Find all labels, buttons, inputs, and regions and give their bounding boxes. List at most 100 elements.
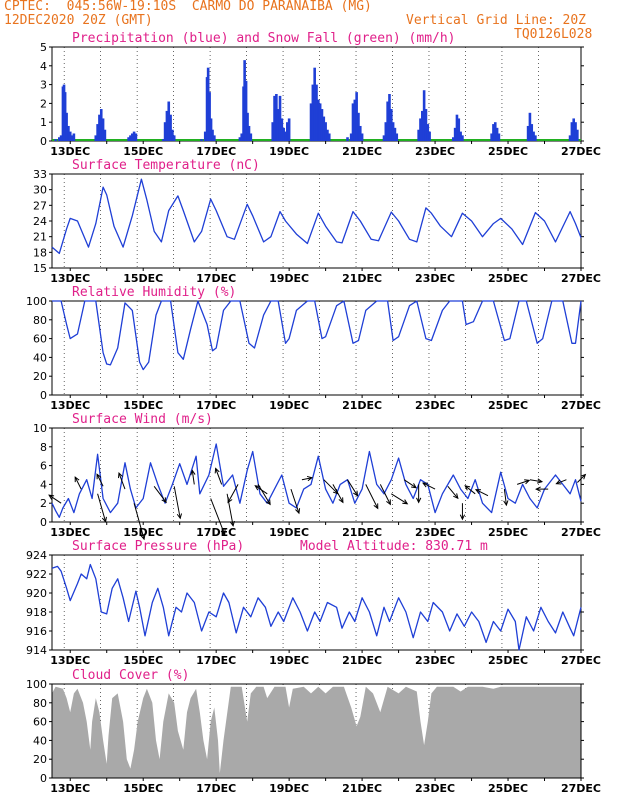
precip-bar [309, 103, 313, 141]
precip-bar [313, 67, 316, 141]
precip-bar [355, 92, 358, 141]
pres-ytick-label: 914 [26, 644, 47, 657]
rh-ytick-label: 40 [33, 351, 47, 364]
temp-ytick-label: 30 [33, 184, 47, 197]
precip-bar [284, 131, 287, 141]
wind-arrow-head [140, 534, 146, 541]
precip-bar [213, 135, 216, 141]
precip-bar [453, 127, 457, 141]
wind-arrow-head [74, 476, 80, 483]
cloud-ytick-label: 80 [33, 697, 47, 710]
rh-ytick-label: 0 [40, 389, 47, 402]
wind-arrow [118, 472, 126, 490]
precip-bar [317, 99, 320, 141]
precip-title: Precipitation (blue) and Snow Fall (gree… [72, 31, 456, 46]
precip-bar [424, 109, 428, 141]
cloud-date-label: 27DEC [561, 782, 601, 795]
precip-bar [246, 112, 249, 141]
precip-bar [532, 131, 535, 141]
rh-date-label: 13DEC [50, 399, 90, 412]
rh-date-label: 27DEC [561, 399, 601, 412]
rh-date-label: 17DEC [196, 399, 236, 412]
rh-date-label: 15DEC [123, 399, 163, 412]
wind-arrow [516, 479, 530, 485]
precip-ytick-label: 5 [40, 41, 47, 54]
cloud-date-label: 19DEC [269, 782, 309, 795]
wind-arrow [323, 479, 339, 495]
precip-bar [353, 99, 357, 141]
wind-arrow [153, 485, 167, 503]
precip-bar [461, 135, 464, 141]
pres-date-label: 19DEC [269, 654, 309, 667]
precip-bar [243, 60, 246, 141]
wind-ytick-label: 4 [40, 478, 47, 491]
precip-bar [311, 84, 315, 141]
pres-ytick-label: 916 [26, 625, 47, 638]
pres-date-label: 17DEC [196, 654, 236, 667]
precip-bar [165, 110, 169, 141]
wind-arrow-head [474, 489, 481, 494]
wind-arrow [173, 486, 181, 519]
wind-title: Surface Wind (m/s) [72, 412, 213, 427]
precip-bar [211, 129, 214, 141]
precip-bar [63, 92, 67, 141]
rh-title: Relative Humidity (%) [72, 285, 236, 300]
precip-date-label: 13DEC [50, 145, 90, 158]
precip-bar [422, 90, 426, 141]
temp-date-label: 23DEC [415, 272, 455, 285]
wind-arrow [475, 489, 489, 497]
precip-bar [327, 133, 331, 141]
precip-ytick-label: 1 [40, 116, 47, 129]
rh-ytick-label: 20 [33, 370, 47, 383]
precip-bar [457, 118, 461, 141]
pres-ytick-label: 922 [26, 568, 47, 581]
wind-arrow-head [555, 479, 562, 485]
precip-bar [459, 131, 462, 141]
wind-arrow-head [353, 490, 359, 497]
wind-arrow-head [254, 485, 261, 491]
wind-arrow-head [295, 508, 301, 515]
precip-bar [358, 125, 362, 141]
temp-date-label: 19DEC [269, 272, 309, 285]
temp-date-label: 15DEC [123, 272, 163, 285]
precip-date-label: 27DEC [561, 145, 601, 158]
pres-ytick-label: 924 [26, 549, 47, 562]
precip-bar [495, 127, 499, 141]
temp-date-label: 17DEC [196, 272, 236, 285]
wind-arrow-head [422, 482, 429, 488]
precip-bar [200, 139, 203, 141]
pres-date-label: 15DEC [123, 654, 163, 667]
wind-arrow [422, 482, 436, 490]
precip-bar [322, 116, 326, 141]
precip-bar [530, 124, 534, 141]
wind-date-label: 15DEC [123, 526, 163, 539]
precip-bar [238, 137, 242, 141]
pres-title: Surface Pressure (hPa) [72, 539, 244, 554]
precip-bar [163, 122, 167, 141]
precip-bar [282, 127, 285, 141]
cloud-ytick-label: 60 [33, 716, 47, 729]
precip-ytick-label: 4 [40, 60, 47, 73]
precip-bar [167, 101, 171, 141]
pres-ytick-label: 918 [26, 606, 47, 619]
precip-bar [99, 109, 103, 141]
precip-bar [103, 129, 107, 141]
precip-bar [384, 122, 388, 141]
cloud-ytick-label: 20 [33, 753, 47, 766]
wind-series-line [51, 443, 582, 518]
precip-bar [68, 131, 72, 141]
wind-date-label: 23DEC [415, 526, 455, 539]
precip-bar [65, 112, 68, 141]
pres-date-label: 27DEC [561, 654, 601, 667]
precip-bar [570, 122, 574, 141]
precip-bar [572, 118, 576, 141]
rh-ytick-label: 100 [26, 295, 47, 308]
precip-bar [492, 124, 495, 141]
precip-bar [271, 122, 275, 141]
wind-arrow [464, 485, 476, 495]
wind-arrow [191, 470, 195, 485]
cloud-date-label: 15DEC [123, 782, 163, 795]
precip-bar [324, 122, 327, 141]
wind-arrow-head [265, 499, 271, 506]
